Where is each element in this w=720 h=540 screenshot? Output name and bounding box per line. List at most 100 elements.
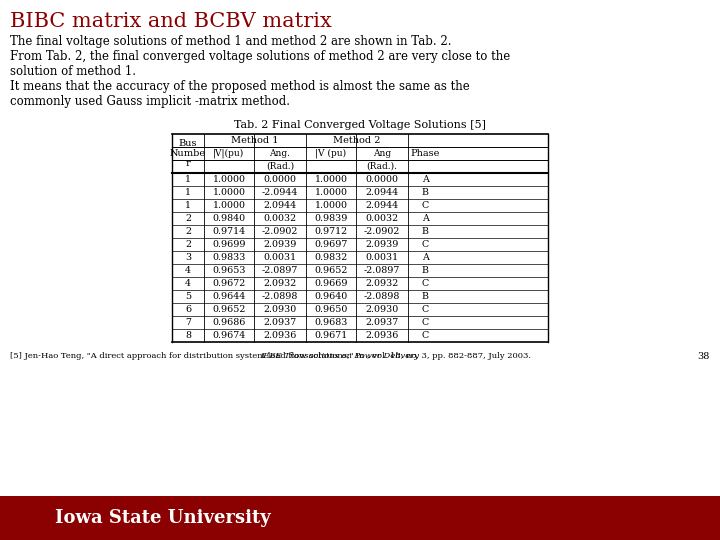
Bar [172,134,548,342]
Text: 0.9683: 0.9683 [315,318,348,327]
Text: 2.0944: 2.0944 [366,188,399,197]
Text: Iowa State University: Iowa State University [55,509,271,527]
Text: B: B [421,227,428,236]
Text: 2.0937: 2.0937 [264,318,297,327]
Text: 4: 4 [185,279,191,288]
Text: 0.9672: 0.9672 [212,279,246,288]
Text: 1.0000: 1.0000 [212,175,246,184]
Text: |V (pu): |V (pu) [315,148,346,158]
Text: Method 1: Method 1 [231,136,279,145]
Text: -2.0897: -2.0897 [262,266,298,275]
Text: 0.0000: 0.0000 [366,175,398,184]
Text: Method 2: Method 2 [333,136,381,145]
Text: 8: 8 [185,331,191,340]
Text: From Tab. 2, the final converged voltage solutions of method 2 are very close to: From Tab. 2, the final converged voltage… [10,50,510,63]
Text: 0.9840: 0.9840 [212,214,246,223]
Text: 1.0000: 1.0000 [212,188,246,197]
Text: 0.0032: 0.0032 [366,214,399,223]
Bar [0,496,720,540]
Text: 4: 4 [185,266,191,275]
Text: A: A [422,175,428,184]
Text: 2.0930: 2.0930 [365,305,399,314]
Text: 0.9697: 0.9697 [315,240,348,249]
Text: 0.0032: 0.0032 [264,214,297,223]
Text: 0.0031: 0.0031 [366,253,399,262]
Text: -2.0898: -2.0898 [262,292,298,301]
Text: C: C [421,201,428,210]
Text: B: B [421,266,428,275]
Text: 2: 2 [185,240,191,249]
Text: IEEE Transactions on Power Delivery: IEEE Transactions on Power Delivery [260,352,419,360]
Text: B: B [421,292,428,301]
Text: -2.0902: -2.0902 [262,227,298,236]
Text: commonly used Gauss implicit -matrix method.: commonly used Gauss implicit -matrix met… [10,95,290,108]
Text: A: A [422,214,428,223]
Text: 1.0000: 1.0000 [212,201,246,210]
Text: B: B [421,188,428,197]
Text: 2.0930: 2.0930 [264,305,297,314]
Text: (Rad.).: (Rad.). [366,162,397,171]
Text: 2.0932: 2.0932 [264,279,297,288]
Text: 0.9671: 0.9671 [315,331,348,340]
Text: 0.9832: 0.9832 [315,253,348,262]
Text: 0.9833: 0.9833 [212,253,246,262]
Text: [5] Jen-Hao Teng, "A direct approach for distribution system load flow solutions: [5] Jen-Hao Teng, "A direct approach for… [10,352,367,360]
Text: 0.9674: 0.9674 [212,331,246,340]
Text: 0.9699: 0.9699 [212,240,246,249]
Text: 0.0031: 0.0031 [264,253,297,262]
Text: 1: 1 [185,175,191,184]
Text: Phase: Phase [410,149,440,158]
Text: C: C [421,331,428,340]
Text: 2.0936: 2.0936 [264,331,297,340]
Text: 1.0000: 1.0000 [315,201,348,210]
Text: 1.0000: 1.0000 [315,188,348,197]
Text: 2.0936: 2.0936 [365,331,399,340]
Text: 2.0932: 2.0932 [365,279,399,288]
Text: 1.0000: 1.0000 [315,175,348,184]
Text: 1: 1 [185,201,191,210]
Text: 0.9640: 0.9640 [315,292,348,301]
Text: 5: 5 [185,292,191,301]
Text: -2.0902: -2.0902 [364,227,400,236]
Text: C: C [421,279,428,288]
Text: 2.0939: 2.0939 [365,240,399,249]
Text: 0.9652: 0.9652 [315,266,348,275]
Text: 0.9652: 0.9652 [212,305,246,314]
Text: 0.9653: 0.9653 [212,266,246,275]
Text: The final voltage solutions of method 1 and method 2 are shown in Tab. 2.: The final voltage solutions of method 1 … [10,35,451,48]
Text: 0.9712: 0.9712 [315,227,348,236]
Text: 2: 2 [185,214,191,223]
Text: 0.9686: 0.9686 [212,318,246,327]
Text: , vol. 18, no. 3, pp. 882-887, July 2003.: , vol. 18, no. 3, pp. 882-887, July 2003… [367,352,531,360]
Text: 3: 3 [185,253,191,262]
Text: 2.0944: 2.0944 [264,201,297,210]
Text: -2.0944: -2.0944 [262,188,298,197]
Text: 2.0944: 2.0944 [366,201,399,210]
Text: |V|(pu): |V|(pu) [213,148,245,158]
Text: A: A [422,253,428,262]
Text: -2.0897: -2.0897 [364,266,400,275]
Text: Tab. 2 Final Converged Voltage Solutions [5]: Tab. 2 Final Converged Voltage Solutions… [234,120,486,130]
Text: Ang.: Ang. [269,149,290,158]
Text: 2: 2 [185,227,191,236]
Text: 0.9650: 0.9650 [315,305,348,314]
Text: 0.9644: 0.9644 [212,292,246,301]
Text: C: C [421,318,428,327]
Text: 2.0939: 2.0939 [264,240,297,249]
Text: Ang: Ang [373,149,391,158]
Text: 0.0000: 0.0000 [264,175,297,184]
Text: It means that the accuracy of the proposed method is almost the same as the: It means that the accuracy of the propos… [10,80,469,93]
Text: 0.9714: 0.9714 [212,227,246,236]
Text: 0.9839: 0.9839 [315,214,348,223]
Text: (Rad.): (Rad.) [266,162,294,171]
Text: 7: 7 [185,318,191,327]
Text: Bus
Numbe
r: Bus Numbe r [170,139,206,168]
Text: 1: 1 [185,188,191,197]
Text: 6: 6 [185,305,191,314]
Text: 38: 38 [698,352,710,361]
Text: BIBC matrix and BCBV matrix: BIBC matrix and BCBV matrix [10,12,332,31]
Text: 2.0937: 2.0937 [365,318,399,327]
Text: C: C [421,240,428,249]
Text: C: C [421,305,428,314]
Text: solution of method 1.: solution of method 1. [10,65,136,78]
